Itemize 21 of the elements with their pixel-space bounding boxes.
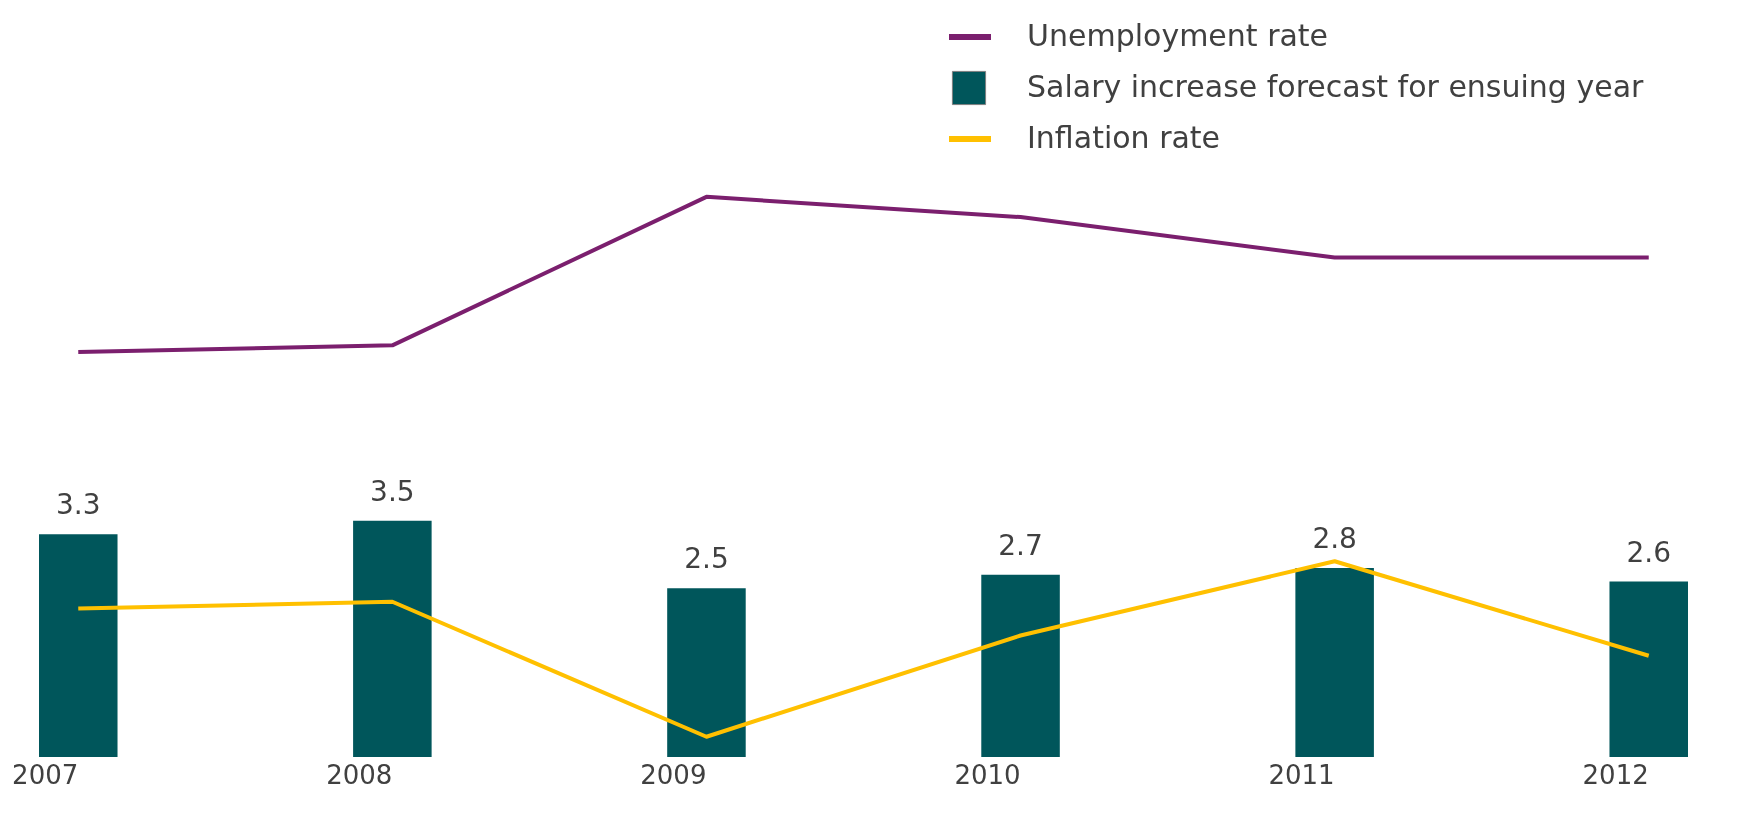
data-label: 2.7: [998, 528, 1043, 562]
data-label: 3.3: [56, 488, 101, 522]
x-tick-label: 2009: [640, 759, 707, 790]
bar: [1609, 581, 1688, 757]
x-tick-label: 2010: [954, 759, 1021, 790]
data-label: 2.8: [1312, 522, 1357, 556]
bar: [39, 534, 118, 757]
bar: [353, 520, 432, 757]
x-tick-label: 2012: [1582, 759, 1649, 790]
bar: [667, 588, 746, 757]
legend-label: Unemployment rate: [1027, 18, 1329, 53]
x-tick-label: 2011: [1268, 759, 1335, 790]
data-label: 3.5: [370, 474, 415, 508]
data-label: 2.5: [684, 542, 729, 576]
data-label: 2.6: [1626, 535, 1671, 569]
legend-label: Inflation rate: [1027, 120, 1221, 155]
x-tick-label: 2008: [326, 759, 393, 790]
bar: [981, 574, 1060, 757]
bar: [1295, 568, 1374, 757]
legend-label: Salary increase forecast for ensuing year: [1027, 69, 1645, 104]
x-tick-label: 2007: [12, 759, 79, 790]
